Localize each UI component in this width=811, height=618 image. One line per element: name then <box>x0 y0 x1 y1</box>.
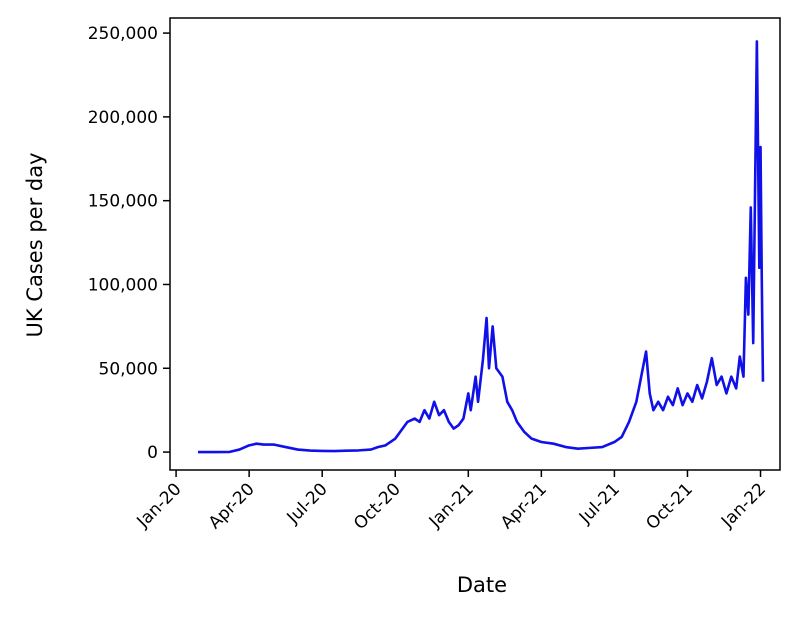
x-tick-label: Jan-21 <box>425 479 478 532</box>
x-tick-label: Jul-21 <box>575 479 624 528</box>
x-tick-label: Oct-21 <box>642 479 697 534</box>
x-tick-label: Apr-21 <box>497 479 551 533</box>
y-tick-label: 200,000 <box>88 108 158 128</box>
x-tick-label: Oct-20 <box>350 479 405 534</box>
y-tick-label: 100,000 <box>88 275 158 295</box>
y-tick-label: 50,000 <box>99 359 158 379</box>
x-tick-label: Jan-22 <box>717 479 770 532</box>
x-axis-label: Date <box>457 573 507 597</box>
x-tick-label: Jul-20 <box>283 479 332 528</box>
y-tick-label: 0 <box>147 443 158 463</box>
plot-frame <box>169 17 781 471</box>
x-tick-label: Jan-20 <box>133 479 186 532</box>
x-tick-label: Apr-20 <box>205 479 259 533</box>
y-tick-label: 150,000 <box>88 192 158 212</box>
y-axis-label: UK Cases per day <box>23 152 47 337</box>
data-line <box>198 40 765 454</box>
y-tick-label: 250,000 <box>88 24 158 44</box>
